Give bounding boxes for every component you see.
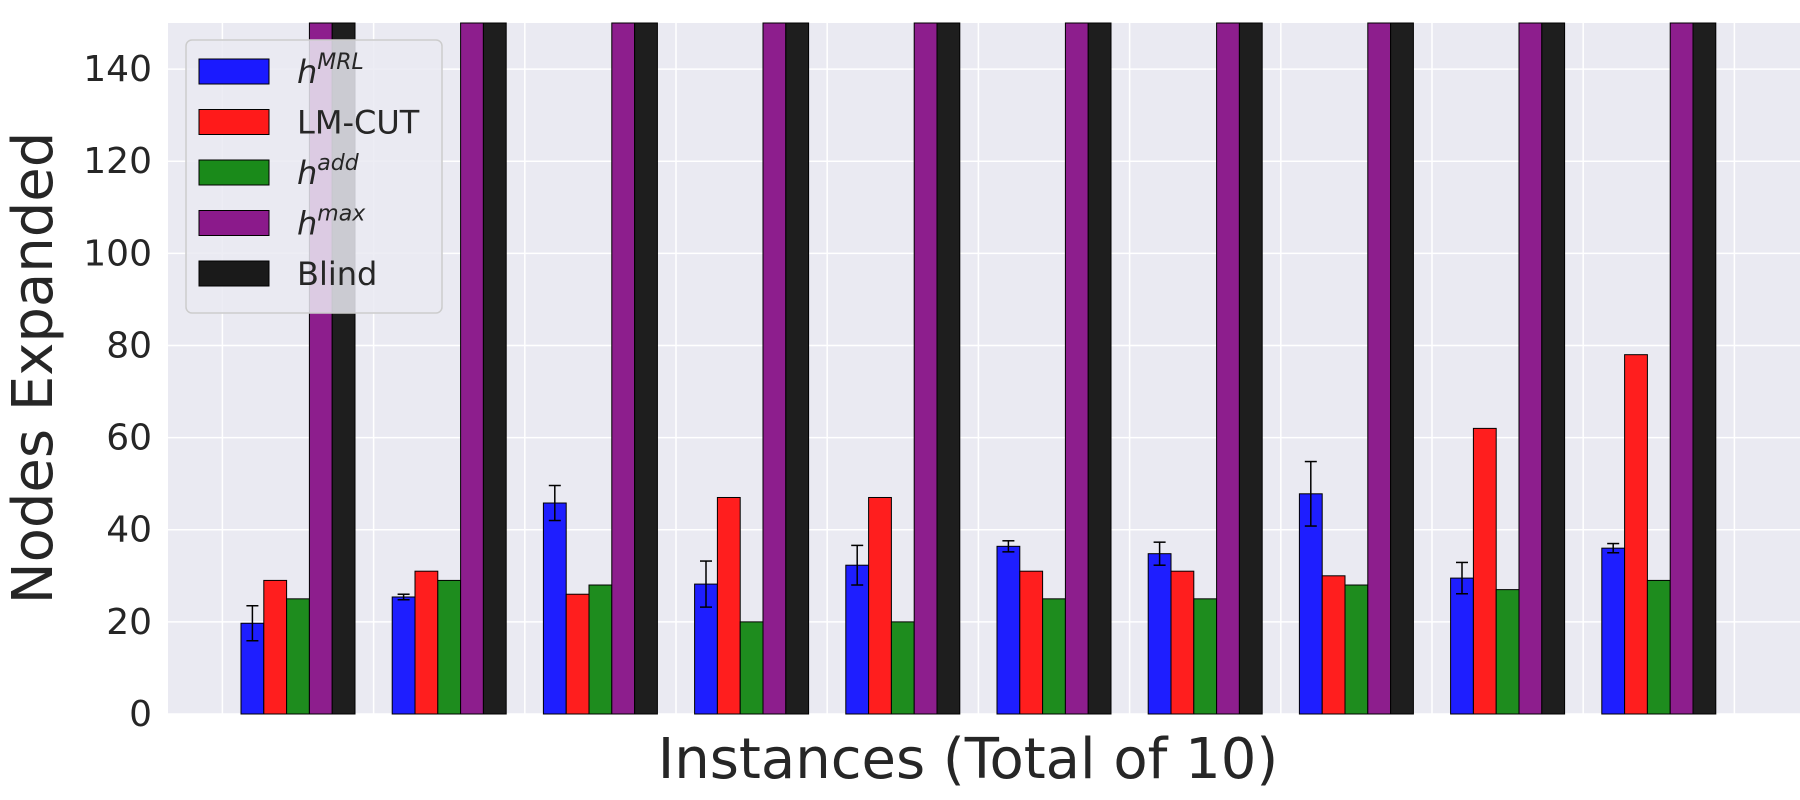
legend-label: Blind: [297, 255, 377, 293]
bar: [565, 593, 590, 715]
bar: [1669, 22, 1694, 715]
bar: [936, 22, 961, 715]
bar: [1692, 22, 1717, 715]
bar: [588, 584, 613, 715]
bar: [1216, 22, 1240, 715]
y-tick-label: 140: [83, 49, 152, 90]
bar: [634, 22, 658, 715]
bar: [611, 22, 636, 715]
bar: [1367, 22, 1392, 715]
bar: [1193, 598, 1218, 715]
bar: [542, 502, 567, 715]
y-tick-label: 100: [83, 233, 152, 274]
bar: [1321, 575, 1346, 715]
bar: [1042, 598, 1066, 715]
error-bars: [246, 460, 1620, 642]
bar: [1646, 579, 1671, 715]
bar: [1344, 584, 1369, 715]
bar: [1495, 589, 1520, 715]
bar: [1601, 547, 1626, 715]
y-tick-label: 120: [83, 141, 152, 182]
bar: [1170, 570, 1195, 715]
legend-swatch: [198, 109, 270, 135]
bar: [1518, 22, 1543, 715]
bar: [1087, 22, 1112, 715]
bar: [1450, 577, 1474, 715]
x-axis-title: Instances (Total of 10): [658, 727, 1278, 792]
y-tick-label: 0: [129, 694, 152, 735]
bar: [263, 579, 288, 715]
bar: [286, 598, 310, 715]
legend-swatch: [198, 58, 270, 85]
bar: [1390, 22, 1414, 715]
bar: [1541, 22, 1566, 715]
legend-label: hmax: [297, 202, 366, 243]
bar: [890, 621, 915, 715]
bar: [868, 496, 892, 715]
y-axis-ticks: 0 20 40 60 80 100 120 140: [83, 49, 152, 735]
bar: [739, 621, 764, 715]
bar: [391, 596, 416, 715]
bar: [913, 22, 938, 715]
y-tick-label: 80: [106, 325, 152, 366]
bars: [240, 22, 1717, 715]
legend-swatch: [198, 210, 270, 236]
bar: [1472, 427, 1497, 715]
bar: [1019, 570, 1044, 715]
bar: [716, 496, 741, 715]
bar: [1147, 553, 1172, 715]
y-tick-label: 40: [106, 510, 152, 551]
bar: [996, 545, 1021, 715]
bar: [437, 579, 462, 715]
bar: [762, 22, 787, 715]
y-tick-label: 20: [106, 602, 152, 643]
bar: [785, 22, 810, 715]
legend-label: LM-CUT: [297, 104, 420, 142]
legend-swatch: [198, 260, 270, 287]
y-tick-label: 60: [106, 418, 152, 459]
legend: hMRL LM-CUT hadd hmax Blind: [185, 39, 443, 314]
bar: [460, 22, 484, 715]
bar: [414, 570, 439, 715]
bar: [1624, 354, 1648, 715]
bar: [482, 22, 507, 715]
bar: [1064, 22, 1089, 715]
legend-frame: [185, 39, 443, 314]
y-axis-title: Nodes Expanded: [1, 132, 66, 605]
legend-swatch: [198, 159, 270, 186]
legend-label: hadd: [297, 151, 360, 192]
bar: [1238, 22, 1263, 715]
bar: [845, 564, 870, 715]
legend-label: hMRL: [297, 50, 364, 91]
bar: [1298, 493, 1323, 715]
